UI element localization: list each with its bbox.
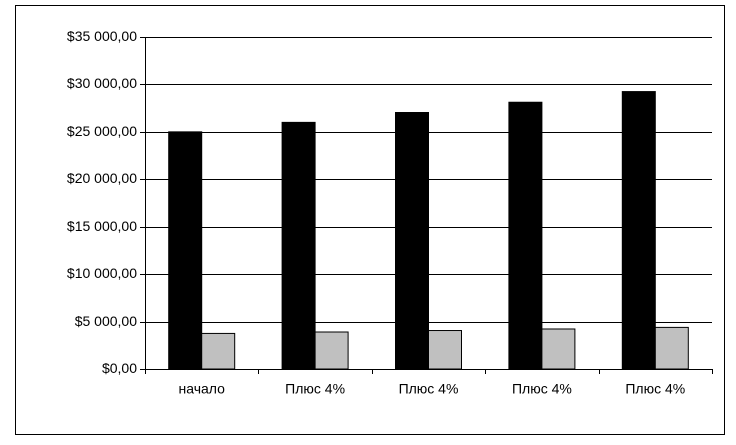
bar	[201, 332, 236, 370]
y-tick-label: $20 000,00	[67, 170, 137, 186]
y-tick-label: $5 000,00	[75, 313, 137, 329]
bar	[314, 331, 349, 370]
x-tick-label: начало	[178, 381, 225, 397]
y-tick-label: $10 000,00	[67, 265, 137, 281]
bar	[428, 330, 462, 370]
bar	[541, 328, 576, 370]
x-tick-label: Плюс 4%	[512, 381, 572, 397]
x-tick-label: Плюс 4%	[625, 381, 685, 397]
y-tick-label: $35 000,00	[67, 28, 137, 44]
bar	[395, 112, 429, 370]
y-tick-label: $0,00	[102, 360, 137, 376]
x-tick-label: Плюс 4%	[285, 381, 345, 397]
y-tick-label: $25 000,00	[67, 123, 137, 139]
bar	[508, 101, 543, 370]
y-tick-label: $15 000,00	[67, 218, 137, 234]
bar	[281, 121, 316, 370]
chart-border	[15, 5, 725, 435]
bar	[621, 91, 656, 370]
bar	[168, 131, 203, 370]
y-tick-label: $30 000,00	[67, 75, 137, 91]
x-tick-label: Плюс 4%	[399, 381, 459, 397]
bar	[654, 326, 689, 370]
